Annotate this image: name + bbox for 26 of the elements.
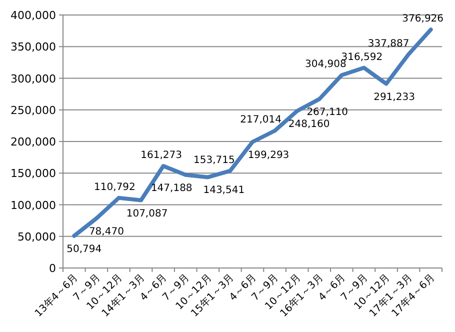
y-tick-label: 350,000 [10,40,56,54]
y-tick-label: 50,000 [18,230,56,244]
y-tick-label: 300,000 [10,72,56,86]
text: 337,887 [368,38,410,50]
text: 50,794 [66,244,102,255]
text: 248,160 [288,119,330,130]
line-series [72,28,433,238]
y-tick-label: 0 [49,262,56,275]
text: 153,715 [194,154,235,166]
text: 291,233 [374,92,415,103]
text: 304,908 [304,59,346,70]
y-tick-label: 400,000 [10,9,56,22]
text: 143,541 [203,185,245,196]
y-tick-label: 200,000 [10,136,56,148]
y-tick-label: 100,000 [10,198,56,212]
text: 217,014 [240,114,282,126]
y-tick-label: 250,000 [10,104,56,117]
text: 161,273 [140,150,182,161]
text: 199,293 [248,150,290,161]
text: 147,188 [150,182,192,194]
text: 376,926 [402,14,444,25]
text: 110,792 [94,182,136,193]
text: 107,087 [126,208,168,220]
y-tick-label: 150,000 [10,167,56,180]
text: 267,110 [306,107,348,118]
text: 78,470 [88,226,124,238]
